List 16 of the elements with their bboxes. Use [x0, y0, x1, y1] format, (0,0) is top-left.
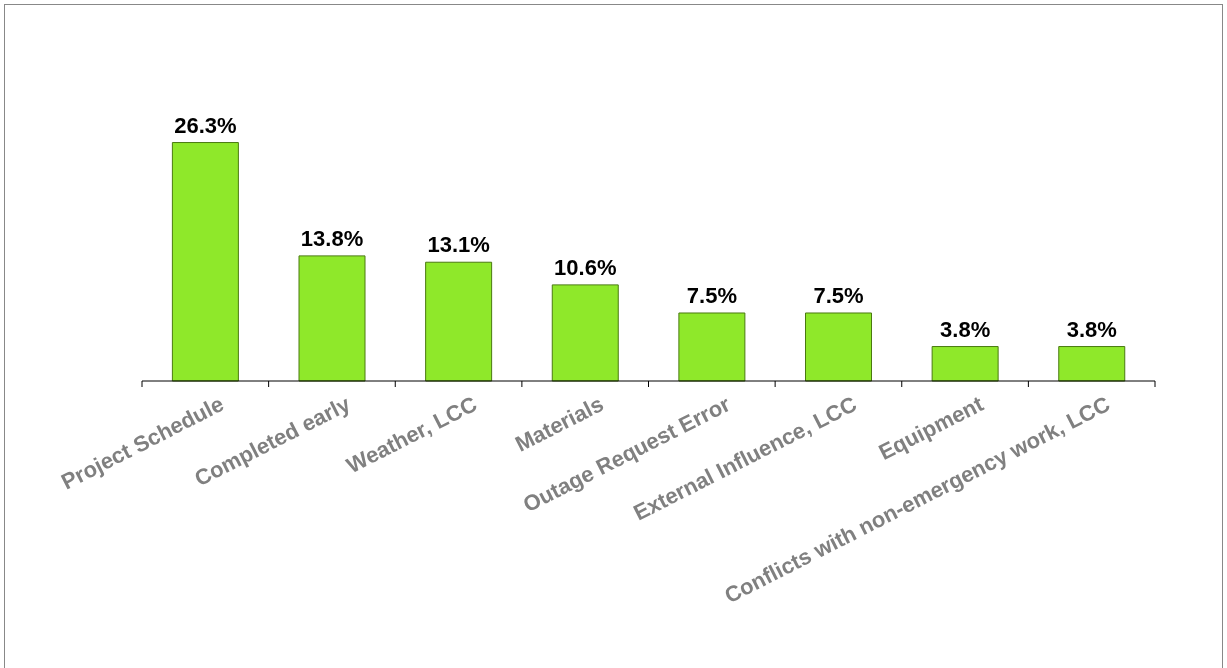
data-label: 7.5%	[813, 283, 864, 308]
bar	[298, 255, 366, 382]
bar	[551, 284, 619, 382]
data-label: 10.6%	[554, 254, 617, 280]
data-label: 13.1%	[427, 232, 490, 258]
bar	[1058, 346, 1126, 382]
bar	[425, 261, 493, 382]
data-label: 7.5%	[686, 283, 737, 308]
data-label: 3.8%	[940, 316, 991, 342]
bar	[171, 142, 239, 382]
bar	[931, 346, 999, 382]
bar	[805, 312, 873, 382]
data-label: 3.8%	[1066, 316, 1117, 342]
bar	[678, 312, 746, 382]
data-label: 13.8%	[300, 225, 364, 251]
data-label: 26.3%	[174, 112, 237, 138]
